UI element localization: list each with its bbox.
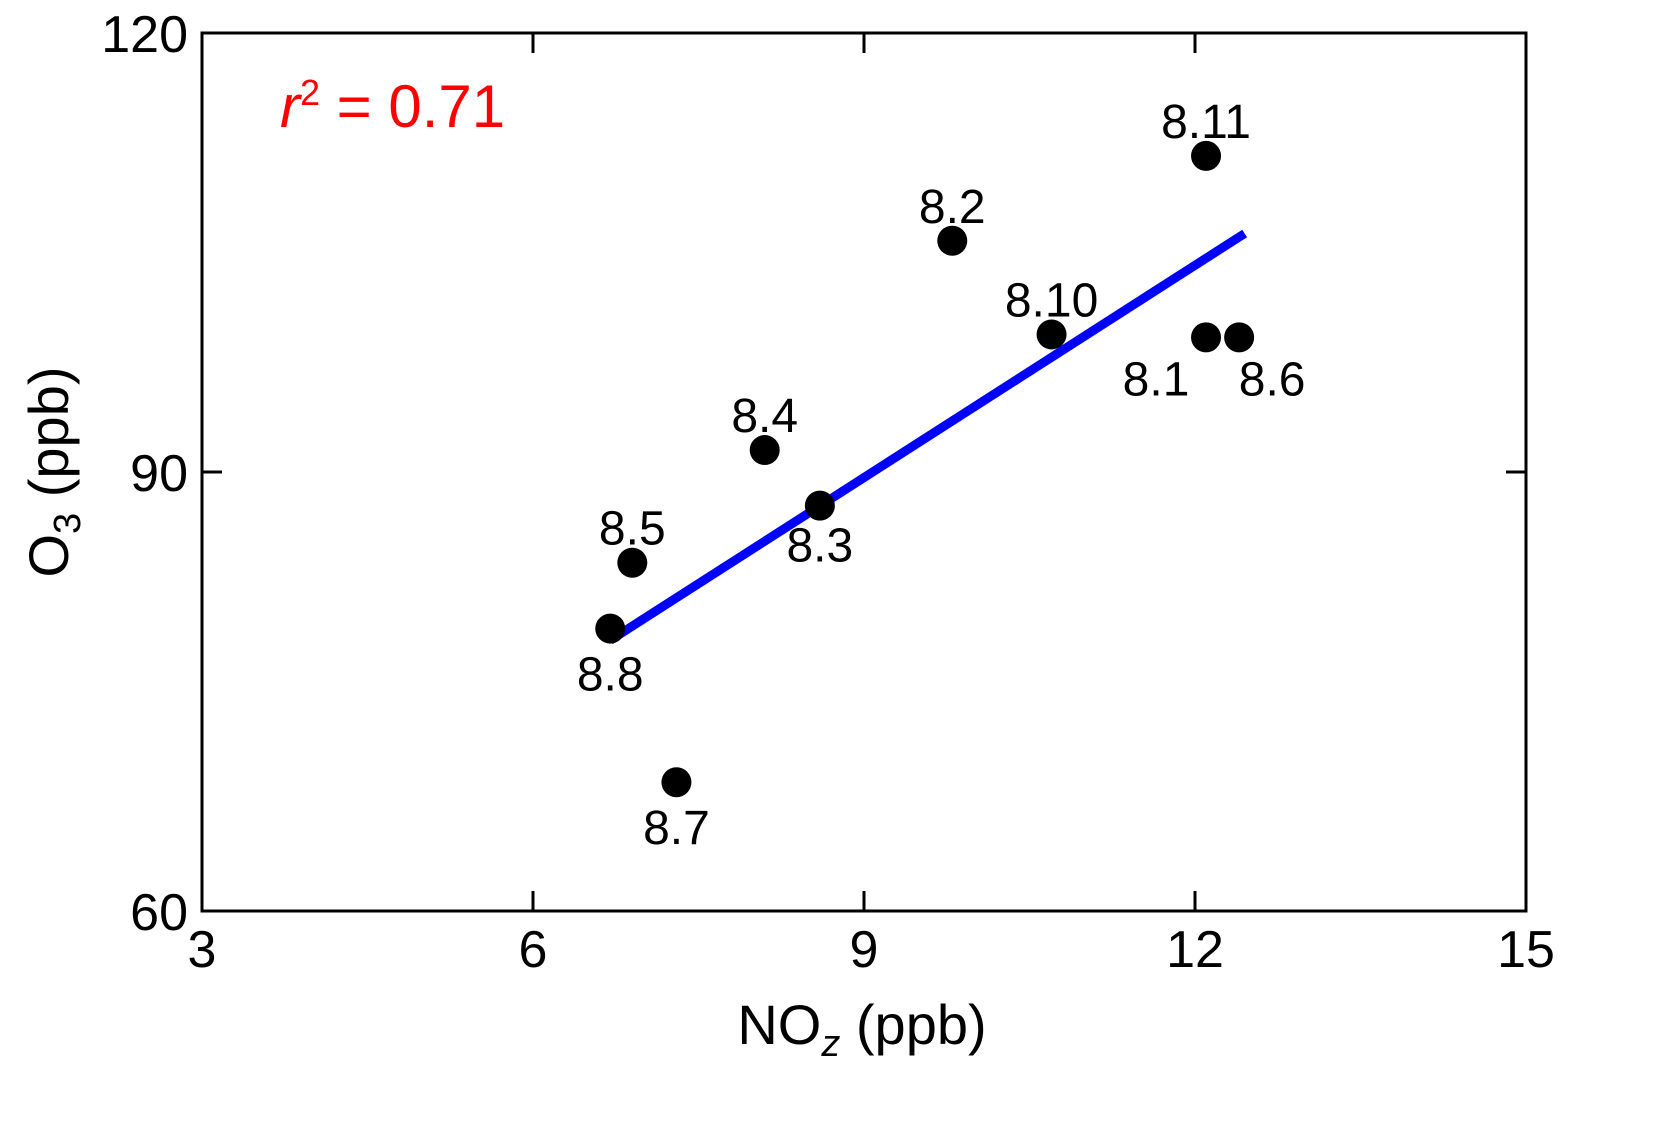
data-point xyxy=(1224,322,1255,353)
r-squared-variable: r xyxy=(280,73,302,140)
data-point xyxy=(749,435,780,466)
point-labels: 8.1 8.2 8.3 8.4 8.5 8.6 8.7 8.8 8.10 8.11 xyxy=(577,96,1306,855)
x-tick-label: 9 xyxy=(850,921,879,979)
point-label: 8.11 xyxy=(1161,96,1251,149)
point-label: 8.8 xyxy=(577,649,644,702)
y-axis-title: O3 (ppb) xyxy=(17,367,89,578)
y-tick-label: 60 xyxy=(130,884,188,942)
y-axis-title-unit: (ppb) xyxy=(17,367,80,513)
axis-ticks: 3 6 9 12 15 60 90 120 xyxy=(101,6,1555,979)
plot-area-border xyxy=(200,31,1528,913)
regression-line xyxy=(607,229,1248,645)
data-point xyxy=(661,767,692,798)
x-tick-label: 3 xyxy=(188,921,217,979)
r-squared-value: = 0.71 xyxy=(320,73,505,140)
data-point xyxy=(1191,140,1222,171)
x-axis-title: NOz (ppb) xyxy=(737,993,986,1065)
r-squared-superscript: 2 xyxy=(300,72,320,113)
x-tick-label: 12 xyxy=(1166,921,1224,979)
x-axis-title-unit: (ppb) xyxy=(840,993,986,1056)
point-label: 8.7 xyxy=(643,802,710,855)
y-tick-label: 90 xyxy=(130,445,188,503)
x-tick-label: 15 xyxy=(1497,921,1555,979)
data-point xyxy=(937,225,968,256)
point-label: 8.10 xyxy=(1005,274,1098,327)
data-point xyxy=(1191,322,1222,353)
point-label: 8.5 xyxy=(599,503,666,556)
y-tick-label: 120 xyxy=(101,6,188,64)
x-axis-title-main: NO xyxy=(737,993,821,1056)
point-label: 8.3 xyxy=(786,520,853,573)
x-tick-label: 6 xyxy=(519,921,548,979)
x-axis-title-subscript: z xyxy=(820,1023,840,1065)
data-points xyxy=(595,140,1255,798)
data-point xyxy=(595,613,626,644)
data-point xyxy=(1036,319,1067,350)
point-label: 8.2 xyxy=(919,181,986,234)
plot-frame xyxy=(200,31,1528,913)
regression-line-group xyxy=(607,229,1248,645)
point-label: 8.4 xyxy=(731,390,798,443)
data-point xyxy=(617,547,648,578)
r-squared-annotation: r2 = 0.71 xyxy=(280,72,505,140)
y-axis-title-main: O xyxy=(17,534,80,578)
y-axis-title-subscript: 3 xyxy=(47,513,89,534)
point-label: 8.6 xyxy=(1239,353,1306,406)
data-point xyxy=(804,490,835,521)
point-label: 8.1 xyxy=(1123,353,1190,406)
